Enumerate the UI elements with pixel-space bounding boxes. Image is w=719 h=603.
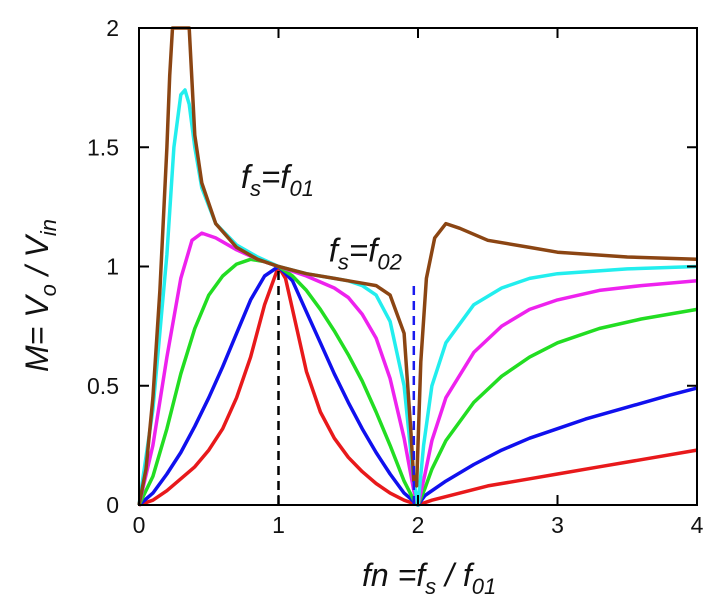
x-axis-label-main: fn =f — [362, 557, 428, 593]
series-layer — [137, 26, 698, 507]
series-line-5 — [137, 26, 698, 506]
y-axis-label-sub-in: in — [36, 219, 61, 236]
y-axis-label-div: / V — [19, 234, 55, 285]
tick-layer: 0 1 2 3 4 0 0.5 1 1.5 2 — [87, 15, 704, 538]
x-axis-label-sub-s: s — [425, 574, 436, 599]
x-tick-label-3: 3 — [551, 512, 564, 538]
annotation-fs-f02: fs=f02 — [329, 232, 402, 275]
y-axis-label-sub-o: o — [36, 284, 61, 296]
x-tick-label-1: 1 — [272, 512, 285, 538]
y-tick-label-4: 2 — [106, 15, 119, 41]
x-axis-label: fn =fs / f01 — [362, 557, 496, 599]
annotation-fs-f01: fs=f01 — [241, 158, 314, 201]
y-tick-label-3: 1.5 — [87, 134, 119, 160]
y-tick-label-2: 1 — [106, 254, 119, 280]
series-line-2 — [137, 257, 698, 507]
y-axis-label: M= Vo / Vin — [19, 219, 61, 372]
x-tick-label-0: 0 — [133, 512, 146, 538]
y-tick-label-1: 0.5 — [87, 373, 119, 399]
y-tick-label-0: 0 — [106, 492, 119, 518]
series-line-1 — [137, 264, 698, 507]
x-axis-label-div: / f — [436, 557, 475, 593]
series-line-0 — [138, 264, 698, 507]
vline-layer — [277, 266, 416, 505]
series-line-3 — [137, 231, 698, 507]
y-axis-label-main: M= V — [19, 294, 55, 372]
x-axis-label-sub-01: 01 — [472, 574, 496, 599]
x-tick-label-4: 4 — [691, 512, 704, 538]
x-tick-label-2: 2 — [412, 512, 425, 538]
